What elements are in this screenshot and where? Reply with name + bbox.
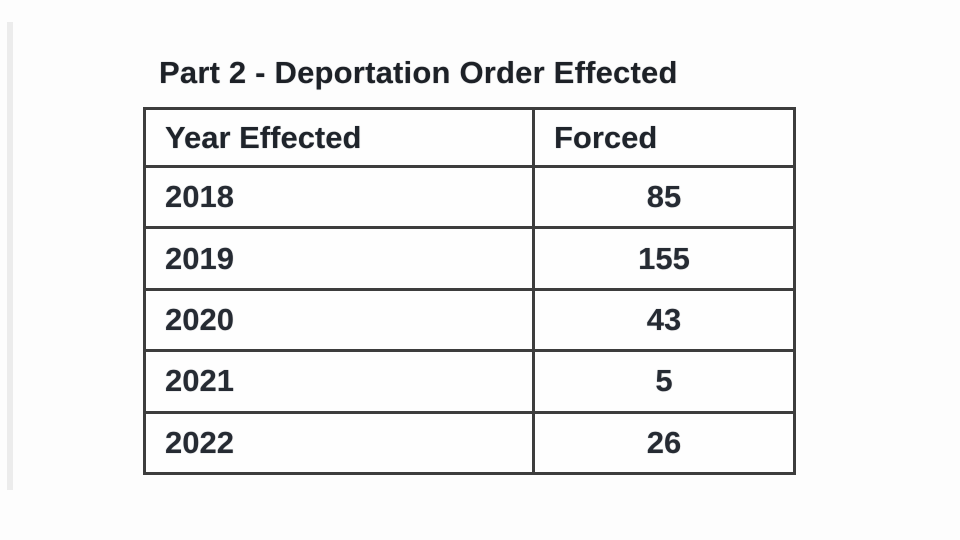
header-year-effected: Year Effected (143, 107, 535, 168)
forced-value-cell: 5 (532, 349, 796, 414)
table-row-2022: 2022 26 (143, 410, 796, 476)
year-cell: 2022 (143, 410, 535, 476)
table-title: Part 2 - Deportation Order Effected (159, 55, 678, 90)
page-edge-strip (7, 22, 13, 490)
header-row: Year Effected Forced (143, 107, 796, 168)
deportation-order-table: Year Effected Forced 2018 85 2019 155 20… (143, 107, 796, 476)
forced-value-cell: 85 (532, 164, 796, 230)
table-row-2018: 2018 85 (143, 164, 796, 230)
table-row-2019: 2019 155 (143, 226, 796, 291)
year-cell: 2019 (143, 226, 535, 291)
header-forced: Forced (532, 107, 796, 168)
forced-value-cell: 43 (532, 287, 796, 353)
forced-value-cell: 26 (532, 410, 796, 476)
year-cell: 2018 (143, 164, 535, 230)
year-cell: 2020 (143, 287, 535, 353)
forced-value-cell: 155 (532, 226, 796, 291)
year-cell: 2021 (143, 349, 535, 414)
table-row-2020: 2020 43 (143, 287, 796, 353)
table-row-2021: 2021 5 (143, 349, 796, 414)
